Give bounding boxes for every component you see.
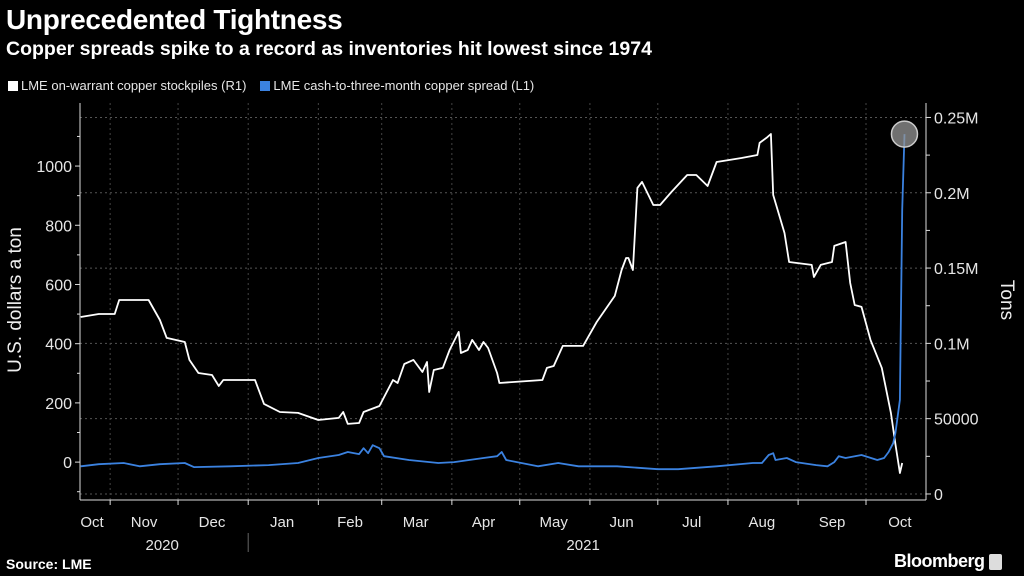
left-tick-label: 200 (45, 396, 72, 413)
bloomberg-logo: Bloomberg (894, 551, 1002, 572)
x-tick-label-month: Jun (609, 514, 633, 531)
x-tick-label-month: Mar (403, 514, 429, 531)
chart-subtitle: Copper spreads spike to a record as inve… (6, 38, 652, 60)
legend-item-stockpiles: LME on-warrant copper stockpiles (R1) (8, 78, 246, 93)
left-tick-label: 400 (45, 337, 72, 354)
left-tick-label: 0 (63, 455, 72, 472)
x-tick-label-month: Oct (888, 514, 912, 531)
x-tick-label-year: 2021 (566, 537, 599, 554)
chart-title: Unprecedented Tightness (6, 4, 343, 35)
right-tick-label: 0.25M (934, 110, 978, 127)
x-tick-label-month: Apr (472, 514, 495, 531)
x-tick-label-month: Aug (749, 514, 776, 531)
peak-highlight-circle (890, 120, 919, 148)
series-line-stockpiles (80, 133, 904, 474)
right-tick-label: 0 (934, 487, 943, 504)
series-line-spread (80, 134, 906, 471)
x-tick-label-month: May (540, 514, 569, 531)
x-tick-label-year: 2020 (146, 537, 179, 554)
left-tick-label: 1000 (36, 159, 72, 176)
legend-label: LME cash-to-three-month copper spread (L… (273, 78, 535, 93)
brand-name: Bloomberg (894, 551, 985, 571)
right-tick-label: 0.2M (934, 186, 970, 203)
legend-label: LME on-warrant copper stockpiles (R1) (21, 78, 247, 93)
legend: LME on-warrant copper stockpiles (R1) LM… (8, 78, 534, 93)
x-tick-label-month: Jan (270, 514, 294, 531)
right-tick-label: 0.15M (934, 261, 978, 278)
left-tick-label: 800 (45, 218, 72, 235)
x-tick-label-month: Oct (80, 514, 104, 531)
source-note: Source: LME (6, 556, 92, 572)
x-tick-label-month: Nov (131, 514, 158, 531)
legend-swatch-blue (260, 80, 271, 91)
x-tick-label-month: Dec (199, 514, 226, 531)
x-tick-label-month: Jul (682, 514, 701, 531)
legend-item-spread: LME cash-to-three-month copper spread (L… (260, 78, 534, 93)
left-tick-label: 600 (45, 277, 72, 294)
legend-swatch-white (8, 80, 18, 91)
right-tick-label: 50000 (934, 412, 979, 429)
bloomberg-chart-icon (988, 553, 1002, 570)
right-tick-label: 0.1M (934, 336, 970, 353)
x-tick-label-month: Sep (819, 514, 846, 531)
x-tick-label-month: Feb (337, 514, 363, 531)
